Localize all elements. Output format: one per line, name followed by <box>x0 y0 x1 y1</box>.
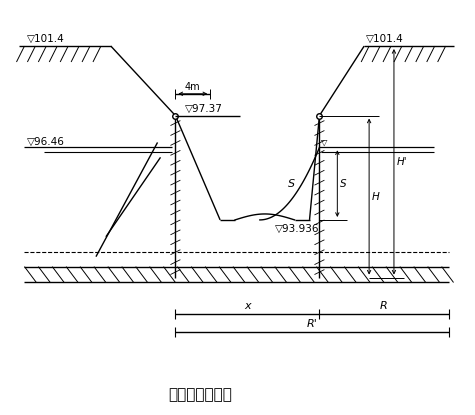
Text: S: S <box>340 179 347 189</box>
Text: S: S <box>288 179 295 189</box>
Text: ▽93.936: ▽93.936 <box>275 224 319 234</box>
Text: ▽96.46: ▽96.46 <box>28 137 65 146</box>
Text: 4m: 4m <box>185 82 200 92</box>
Text: ▽101.4: ▽101.4 <box>28 34 65 44</box>
Text: H: H <box>372 192 380 202</box>
Text: R': R' <box>307 319 317 329</box>
Text: ▽97.37: ▽97.37 <box>185 104 223 114</box>
Text: ▽: ▽ <box>322 137 328 146</box>
Text: 涌水量计算简图: 涌水量计算简图 <box>168 387 232 402</box>
Text: x: x <box>244 301 251 311</box>
Text: ▽101.4: ▽101.4 <box>366 34 404 44</box>
Text: H': H' <box>397 157 408 167</box>
Text: R: R <box>380 301 388 311</box>
